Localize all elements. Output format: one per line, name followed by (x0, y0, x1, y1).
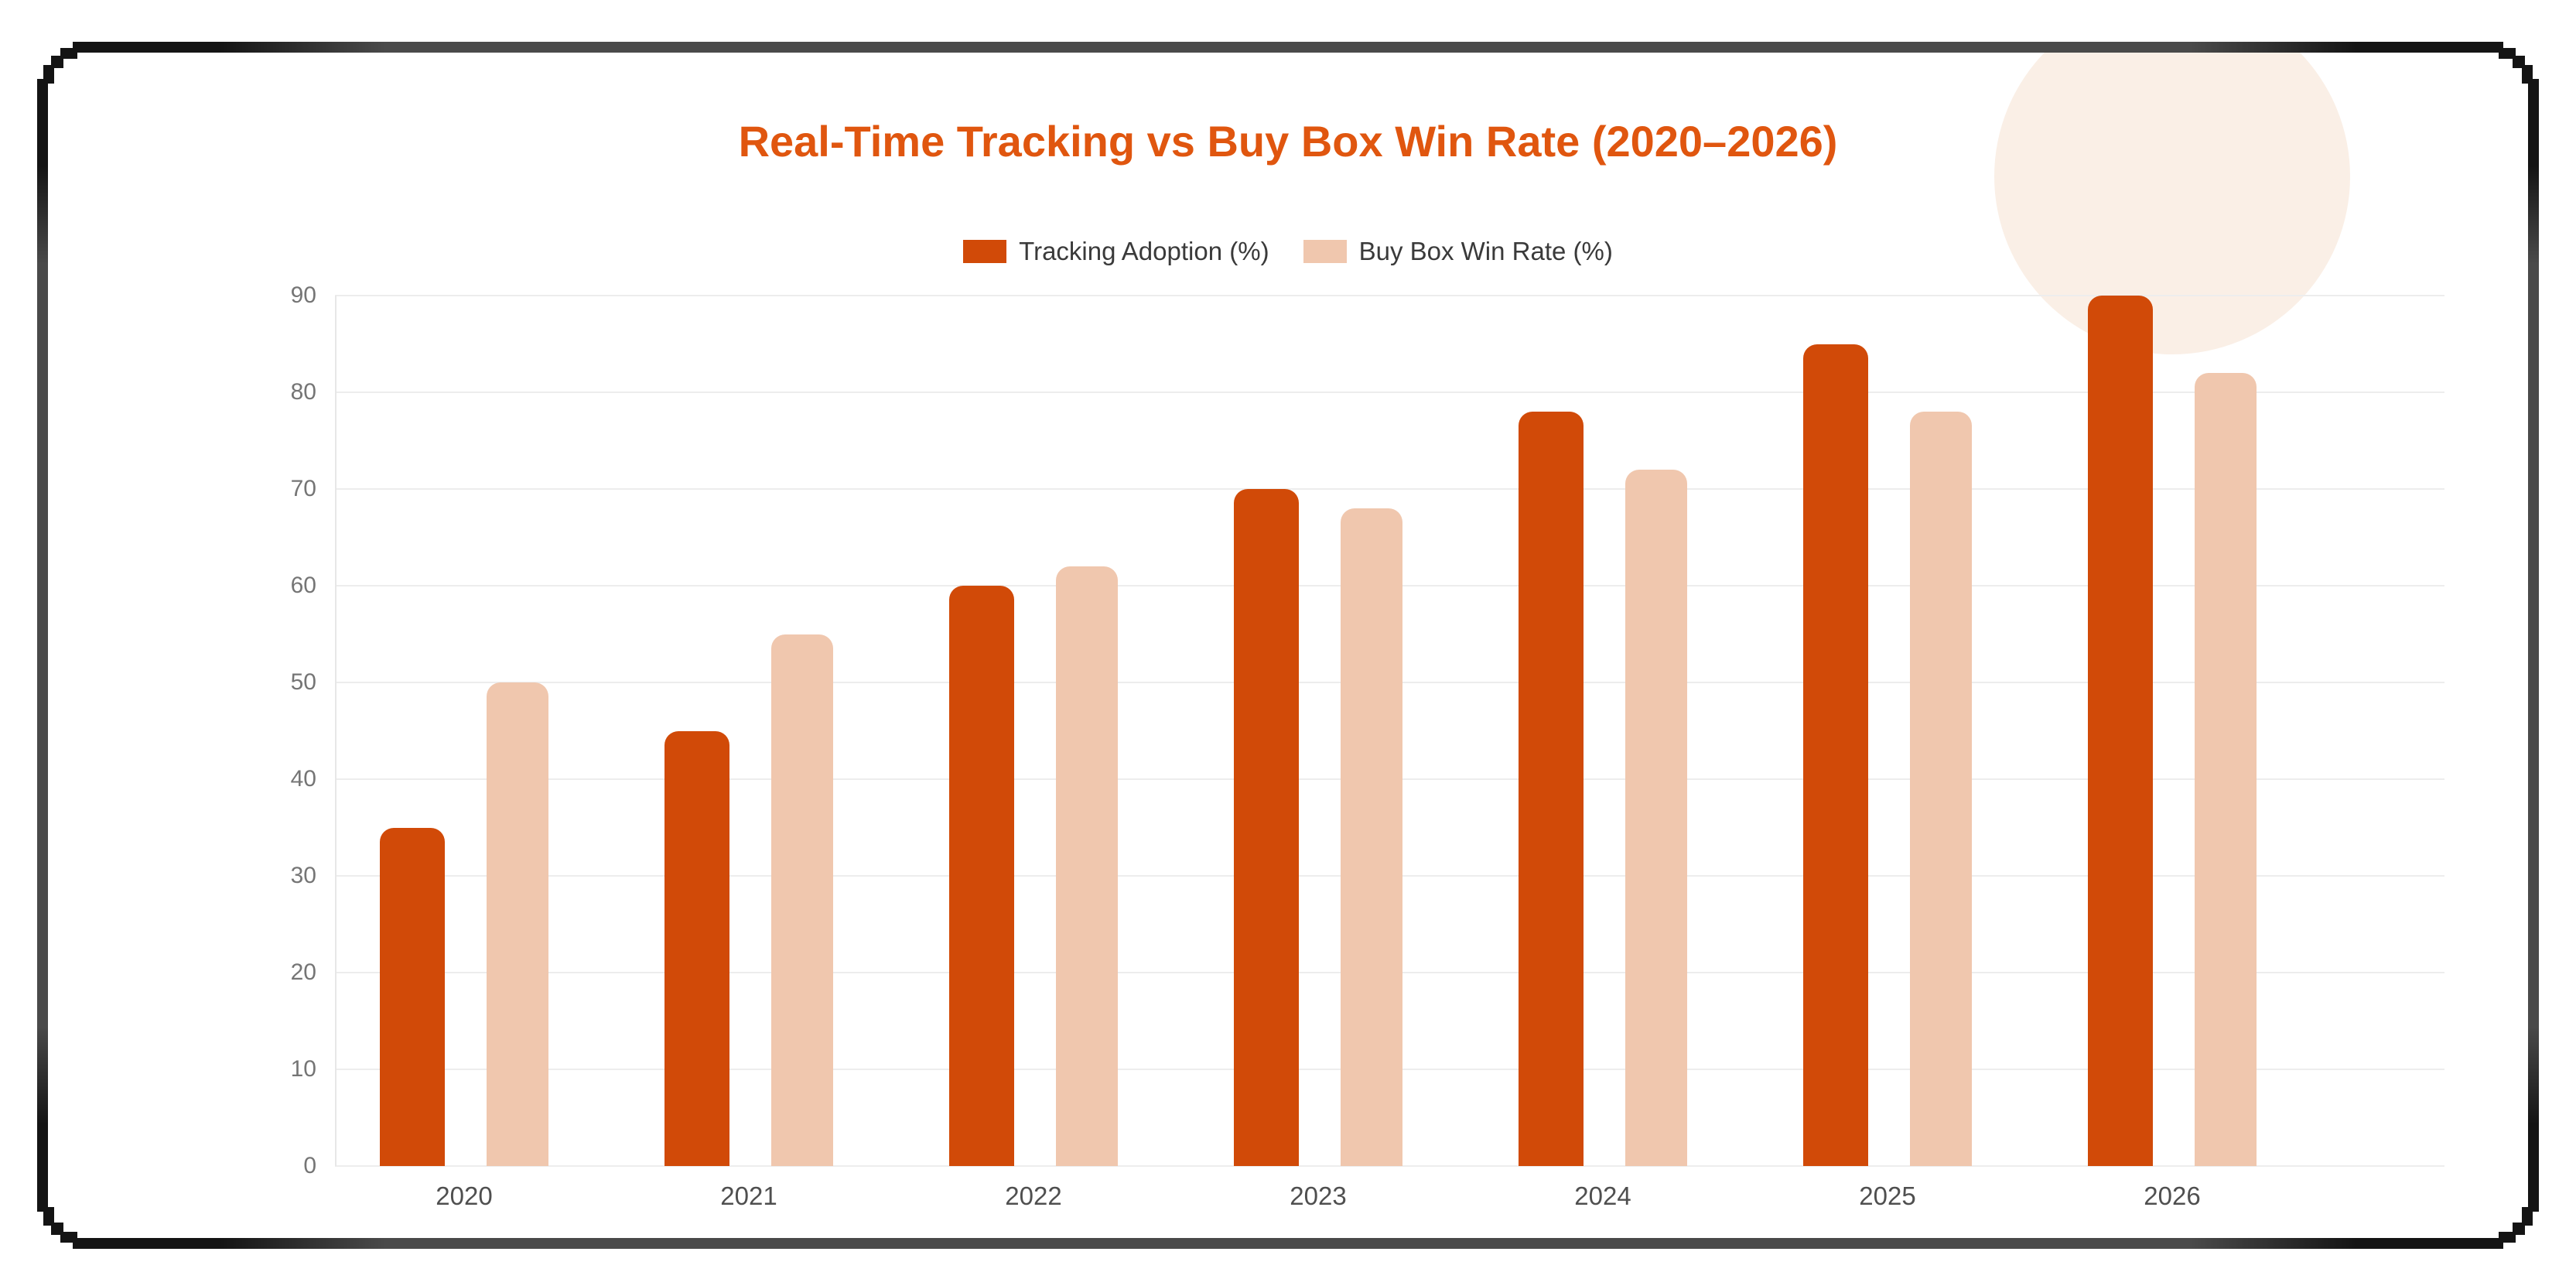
bar-buy-box-win-rate-2023[interactable] (1341, 508, 1402, 1166)
bar-tracking-adoption-2025[interactable] (1803, 344, 1868, 1166)
y-axis-tick-label: 50 (290, 669, 316, 695)
chart-card: Real-Time Tracking vs Buy Box Win Rate (… (48, 53, 2528, 1238)
y-axis-tick-label: 10 (290, 1056, 316, 1082)
bar-tracking-adoption-2023[interactable] (1234, 489, 1299, 1166)
gridline (335, 392, 2444, 393)
y-axis-line (335, 296, 337, 1166)
frame-edge-right (2528, 101, 2539, 1190)
frame-edge-left (37, 101, 48, 1190)
y-axis-tick-label: 70 (290, 476, 316, 501)
x-axis-label: 2023 (1290, 1182, 1347, 1210)
x-axis-label: 2024 (1574, 1182, 1631, 1210)
y-axis-tick-label: 60 (290, 573, 316, 598)
frame-edge-bottom (101, 1238, 2475, 1249)
bar-buy-box-win-rate-2022[interactable] (1056, 566, 1118, 1166)
y-axis-tick-label: 30 (290, 863, 316, 888)
y-axis-tick-label: 80 (290, 379, 316, 405)
x-axis-label: 2026 (2144, 1182, 2201, 1210)
bar-buy-box-win-rate-2024[interactable] (1625, 470, 1687, 1166)
legend-label: Buy Box Win Rate (%) (1358, 237, 1613, 265)
bar-tracking-adoption-2022[interactable] (949, 586, 1014, 1166)
gridline (335, 1165, 2444, 1167)
legend-item-buy-box-win-rate[interactable]: Buy Box Win Rate (%) (1303, 237, 1613, 266)
bar-buy-box-win-rate-2021[interactable] (771, 634, 833, 1166)
bar-buy-box-win-rate-2025[interactable] (1910, 412, 1972, 1166)
x-axis-label: 2022 (1005, 1182, 1062, 1210)
frame-edge-top (101, 42, 2475, 53)
decorative-circle (1994, 53, 2350, 354)
legend-label: Tracking Adoption (%) (1019, 237, 1269, 265)
chart-title: Real-Time Tracking vs Buy Box Win Rate (… (738, 117, 1838, 166)
bar-buy-box-win-rate-2026[interactable] (2195, 373, 2257, 1166)
bar-tracking-adoption-2020[interactable] (380, 827, 445, 1166)
legend-swatch (963, 240, 1007, 263)
y-axis-tick-label: 0 (303, 1153, 316, 1178)
bar-tracking-adoption-2021[interactable] (664, 730, 729, 1166)
plot-area: 0 10 20 30 40 50 60 70 80 90 2020 2021 2022 2023 2024 2… (48, 53, 2528, 1238)
chart-legend: Tracking Adoption (%) Buy Box Win Rate (%… (48, 237, 2528, 266)
gridline (335, 295, 2444, 296)
gridline (335, 488, 2444, 490)
legend-swatch (1303, 240, 1347, 263)
x-axis-label: 2025 (1859, 1182, 1916, 1210)
bar-tracking-adoption-2024[interactable] (1519, 412, 1584, 1166)
bar-buy-box-win-rate-2020[interactable] (487, 682, 548, 1166)
y-axis-tick-label: 40 (290, 766, 316, 792)
legend-item-tracking-adoption[interactable]: Tracking Adoption (%) (963, 237, 1269, 266)
y-axis-tick-label: 90 (290, 282, 316, 308)
y-axis-tick-label: 20 (290, 959, 316, 985)
x-axis-label: 2021 (720, 1182, 777, 1210)
x-axis-label: 2020 (436, 1182, 493, 1210)
bar-tracking-adoption-2026[interactable] (2088, 296, 2153, 1166)
